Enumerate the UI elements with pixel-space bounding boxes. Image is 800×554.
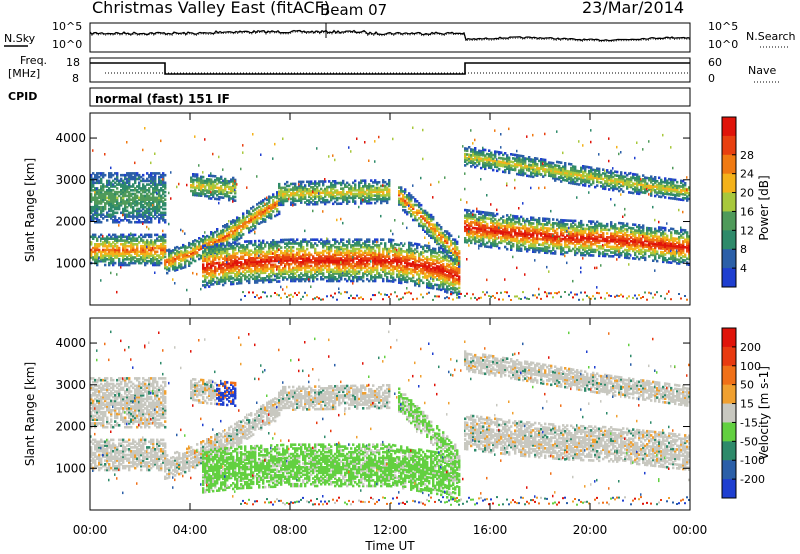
x-tick-label: 16:00 [473,523,508,537]
velocity-colorbar-swatch [722,365,736,386]
velocity-colorbar-tick: 200 [740,341,761,354]
power-colorbar-tick: 8 [740,243,747,256]
velocity-heatmap [90,330,691,506]
power-y-tick-label: 3000 [55,173,86,187]
velocity-colorbar-swatch [722,403,736,423]
noise-sky-series [89,29,691,42]
velocity-y-tick-label: 1000 [55,461,86,475]
freq-label-1: Freq. [20,54,47,67]
velocity-colorbar-swatch [722,422,736,442]
velocity-y-tick-label: 2000 [55,420,86,434]
velocity-colorbar-tick: -200 [740,473,765,486]
power-colorbar-label: Power [dB] [757,175,771,240]
velocity-colorbar-tick: -15 [740,416,758,429]
power-colorbar-tick: 28 [740,149,754,162]
power-y-tick-label: 2000 [55,215,86,229]
power-y-axis: 1000 2000 3000 4000 [55,131,690,270]
velocity-colorbar-swatch [722,384,736,405]
velocity-colorbar-label: Velocity [m s-1] [757,366,771,460]
noise-right-tick-top: 10^5 [708,20,738,33]
cpid-text: normal (fast) 151 IF [95,92,230,106]
freq-label-2: [MHz] [8,67,40,80]
velocity-colorbar-tick: -50 [740,435,758,448]
power-heatmap [90,126,691,301]
beam-title: Beam 07 [320,1,387,19]
x-tick-label: 20:00 [573,523,608,537]
frequency-series [90,62,690,75]
nave-tick-bottom: 0 [708,72,715,85]
noise-left-tick-top: 10^5 [52,20,82,33]
nave-tick-top: 60 [708,56,722,69]
power-colorbar-swatch [722,154,736,175]
freq-tick-top: 18 [66,56,80,69]
x-tick-label: 08:00 [273,523,308,537]
noise-left-label: N.Sky [4,32,36,45]
power-colorbar-tick: 20 [740,187,754,200]
power-y-tick-label: 1000 [55,256,86,270]
power-colorbar-swatch [722,135,736,156]
freq-tick-bottom: 8 [72,72,79,85]
power-colorbar-tick: 4 [740,262,747,275]
velocity-colorbar-tick: 50 [740,379,754,392]
cpid-label: CPID [8,90,37,103]
velocity-colorbar-tick: -100 [740,454,765,467]
velocity-colorbar-swatch [722,460,736,480]
power-colorbar-swatch [722,249,736,269]
power-y-tick-label: 4000 [55,131,86,145]
x-tick-label: 00:00 [73,523,108,537]
power-colorbar-tick: 16 [740,205,754,218]
power-colorbar-swatch [722,173,736,194]
x-tick-label: 04:00 [173,523,208,537]
velocity-colorbar-tick: 100 [740,360,761,373]
nave-label: Nave [748,64,776,77]
velocity-y-tick-label: 3000 [55,378,86,392]
noise-right-tick-bottom: 10^0 [708,38,738,51]
velocity-colorbar-tick: 15 [740,398,754,411]
x-tick-label: 12:00 [373,523,408,537]
noise-search-series [89,31,691,43]
power-colorbar-swatch [722,268,736,288]
power-colorbar-tick: 24 [740,168,754,181]
power-colorbar-tick: 12 [740,224,754,237]
radar-title: Christmas Valley East (fitACF) [92,0,330,17]
power-colorbar-swatch [722,117,736,137]
power-colorbar-swatch [722,230,736,250]
velocity-colorbar-swatch [722,441,736,461]
cpid-panel [89,87,691,107]
x-axis-label: Time UT [364,539,415,553]
freq-panel [89,57,691,83]
velocity-y-label: Slant Range [km] [23,362,37,466]
x-tick-label: 00:00 [673,523,708,537]
velocity-y-tick-label: 4000 [55,336,86,350]
date-title: 23/Mar/2014 [582,0,684,17]
power-colorbar-swatch [722,192,736,212]
power-colorbar-swatch [722,211,736,231]
velocity-colorbar-swatch [722,346,736,367]
power-y-label: Slant Range [km] [23,158,37,262]
velocity-colorbar: 200 100 50 15 -15 -50 -100 -200 [721,327,765,499]
noise-left-tick-bottom: 10^0 [52,38,82,51]
velocity-y-axis: 1000 2000 3000 4000 [55,336,690,475]
noise-panel [89,22,691,53]
noise-right-label: N.Search [746,30,796,43]
time-x-axis: 00:00 04:00 08:00 12:00 16:00 20:00 00:00 [73,113,708,537]
power-colorbar: 4 8 12 16 20 24 28 [721,116,754,288]
velocity-colorbar-swatch [722,328,736,348]
velocity-colorbar-swatch [722,479,736,499]
